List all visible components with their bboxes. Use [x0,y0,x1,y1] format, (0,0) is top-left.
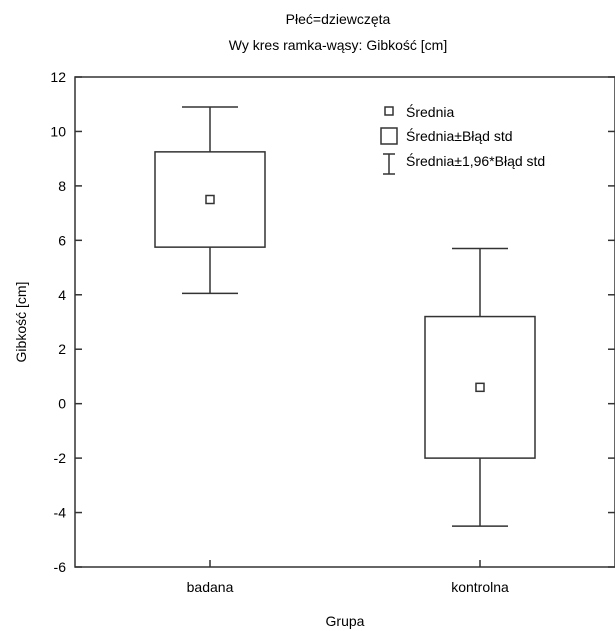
y-tick-label: 4 [58,287,66,303]
mean-marker [475,382,485,393]
y-tick-label: 0 [58,396,66,412]
chart-title: Płeć=dziewczęta [286,11,391,27]
legend-label-whisker: Średnia±1,96*Błąd std [406,152,545,169]
y-axis: -6 -4 -2 0 2 4 6 8 10 12 [50,69,615,575]
y-tick-label: 6 [58,232,66,248]
y-axis-label: Gibkość [cm] [13,282,29,363]
y-tick-label: -6 [54,559,67,575]
boxes-group [154,106,536,527]
x-tick-label: badana [187,579,234,595]
y-tick-label: -4 [54,505,67,521]
y-tick-label: 2 [58,341,66,357]
x-axis-label: Grupa [326,613,365,629]
x-tick-label: kontrolna [451,579,509,595]
y-tick-label: 10 [50,123,66,139]
box-badana [154,106,266,295]
y-tick-label: 8 [58,178,66,194]
mean-marker [205,194,215,205]
x-axis: badana kontrolna [187,560,509,595]
y-tick-label: 12 [50,69,66,85]
legend: Średnia Średnia±Błąd std Średnia±1,96*Bł… [380,103,545,175]
legend-label-box: Średnia±Błąd std [406,127,513,144]
legend-mean-square-icon [384,106,394,116]
y-tick-label: -2 [54,450,67,466]
legend-box-icon [380,127,398,145]
plot-area [74,76,615,568]
box-rect [154,151,266,248]
legend-whisker-icon [383,153,395,175]
box-kontrolna [424,247,536,527]
legend-label-mean: Średnia [406,103,454,120]
chart-subtitle: Wy kres ramka-wąsy: Gibkość [cm] [229,37,447,53]
